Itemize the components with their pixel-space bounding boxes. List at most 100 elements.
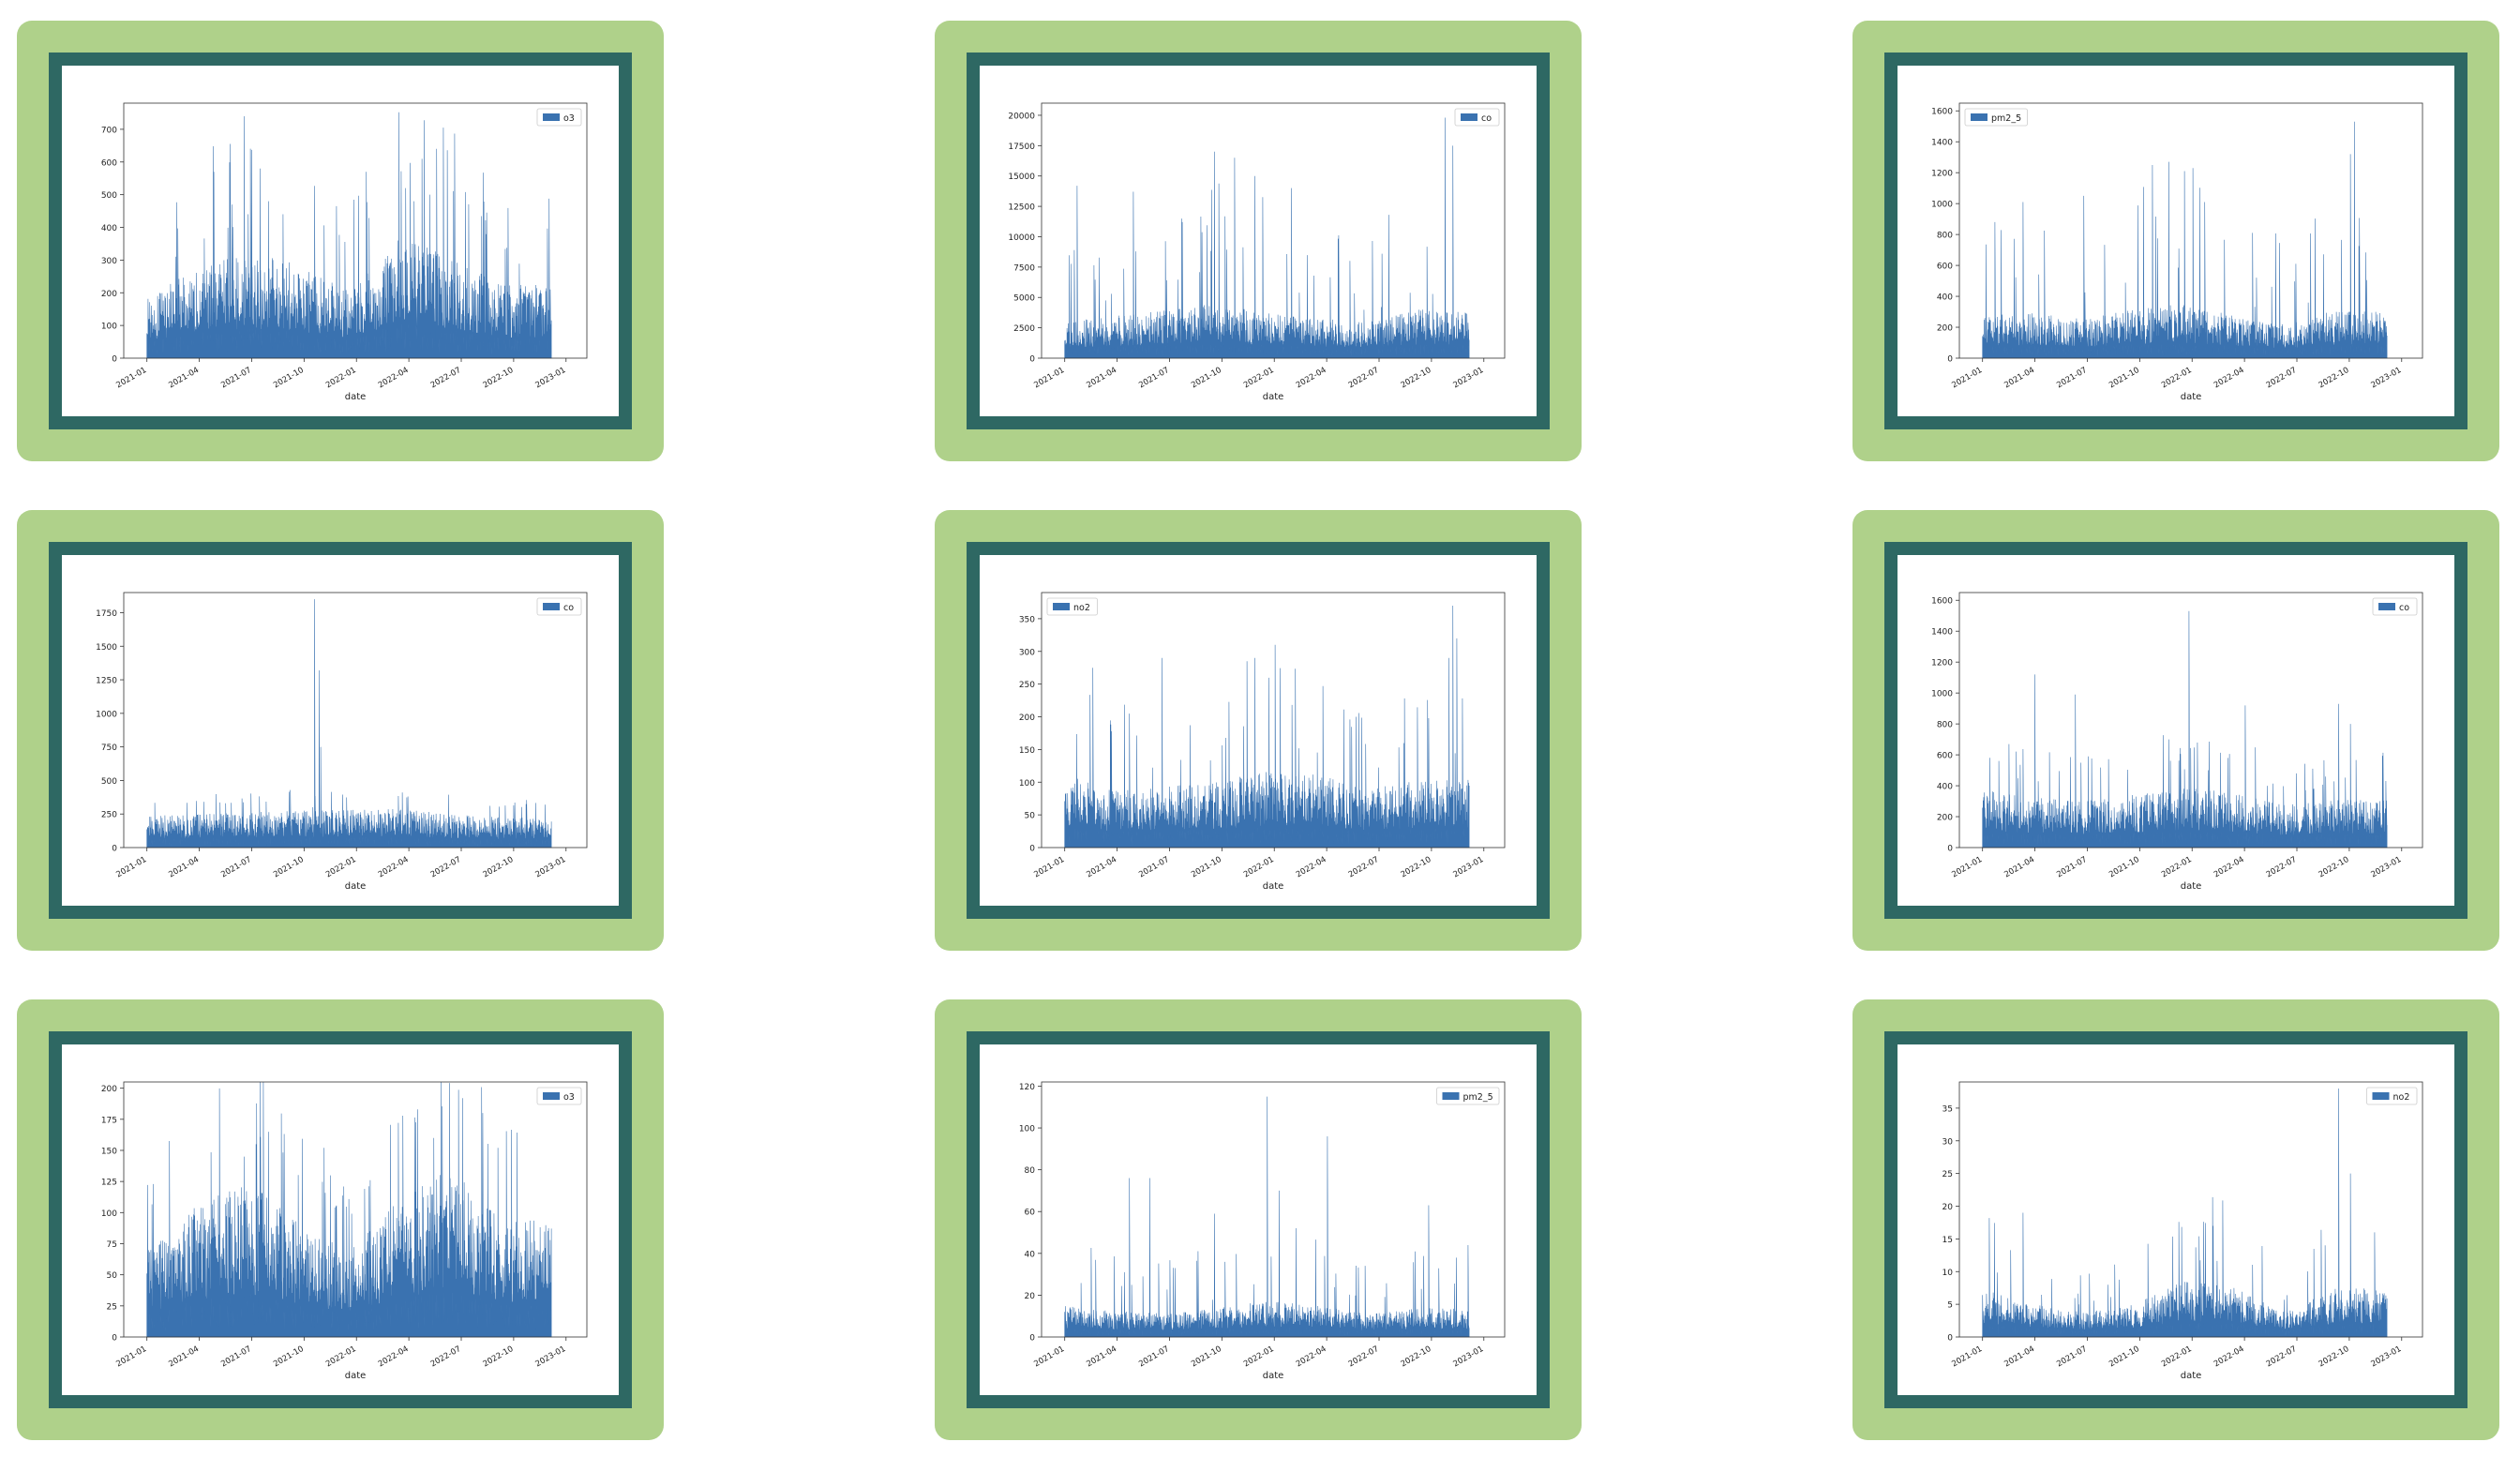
axes-frame	[1041, 1081, 1506, 1338]
y-tick-label: 0	[112, 845, 117, 854]
x-tick-label: 2023-01	[1452, 1344, 1486, 1369]
y-tick-label: 400	[1937, 293, 1953, 303]
x-tick-label: 2022-04	[2212, 366, 2246, 390]
y-tick-label: 1000	[96, 710, 117, 719]
legend-box	[2366, 1087, 2418, 1105]
y-tick-label: 1200	[1931, 170, 1953, 179]
y-tick-label: 17500	[1008, 143, 1035, 152]
y-tick-label: 0	[1029, 845, 1035, 854]
x-tick-label: 2022-10	[482, 1344, 516, 1369]
y-tick-label: 200	[101, 1085, 117, 1094]
y-tick-label: 350	[1019, 615, 1035, 624]
x-tick-label: 2022-10	[2318, 855, 2351, 879]
y-tick-label: 1000	[1931, 690, 1953, 699]
axes-frame	[123, 102, 588, 359]
y-tick-label: 60	[1025, 1209, 1036, 1218]
chart-card: 0 250 500 750 1000 1250 1500 1750 2021-01 2021-04…	[17, 510, 664, 951]
y-tick-label: 25	[1942, 1170, 1953, 1179]
x-tick-label: 2021-10	[272, 366, 306, 390]
y-tick-label: 2500	[1013, 324, 1035, 334]
x-tick-label: 2022-04	[377, 366, 411, 390]
x-tick-label: 2022-04	[377, 1344, 411, 1369]
series-area	[146, 112, 552, 359]
x-tick-label: 2022-10	[1400, 366, 1433, 390]
chart-plot-area: 0 5 10 15 20 25 30 35 2021-01 2021-04 2021-07 2021-…	[1898, 1044, 2454, 1395]
x-tick-label: 2022-10	[2318, 1344, 2351, 1369]
x-tick-label: 2021-07	[1137, 1344, 1171, 1369]
time-series-chart: 0 250 500 750 1000 1250 1500 1750 2021-01 2021-04…	[96, 592, 588, 892]
y-tick-label: 100	[101, 1209, 117, 1219]
chart-frame: 0 100 200 300 400 500 600 700 2021-01 2021-04 2021…	[49, 53, 632, 429]
x-tick-label: 2021-01	[1032, 366, 1066, 390]
x-axis-label: date	[2181, 881, 2202, 892]
axes-frame	[123, 1081, 588, 1338]
x-tick-label: 2022-10	[482, 366, 516, 390]
chart-frame: 0 20 40 60 80 100 120 2021-01 2021-04 2021-07 2021…	[967, 1031, 1550, 1408]
chart-frame: 0 25 50 75 100 125 150 175 200 2021-01 2021-04 2021…	[49, 1031, 632, 1408]
legend-swatch	[1053, 603, 1070, 610]
y-tick-label: 1000	[1931, 201, 1953, 210]
x-tick-label: 2022-01	[324, 855, 358, 879]
y-tick-label: 100	[1019, 1125, 1035, 1134]
chart-frame: 0 50 100 150 200 250 300 350 2021-01 2021-04 2021-…	[967, 542, 1550, 919]
legend-label: o3	[563, 1092, 575, 1103]
y-tick-label: 20000	[1008, 112, 1035, 121]
x-tick-label: 2021-01	[114, 366, 148, 390]
time-series-chart: 0 20 40 60 80 100 120 2021-01 2021-04 2021-07 2021…	[1019, 1081, 1506, 1381]
x-tick-label: 2023-01	[1452, 366, 1486, 390]
x-tick-label: 2022-04	[2212, 1344, 2246, 1369]
x-tick-label: 2021-04	[2002, 1344, 2036, 1369]
y-tick-label: 600	[1937, 752, 1953, 761]
axes-frame	[1041, 102, 1506, 359]
series-area	[1982, 610, 2388, 849]
time-series-chart: 0 100 200 300 400 500 600 700 2021-01 2021-04 2021…	[101, 102, 588, 402]
x-tick-label: 2021-07	[219, 1344, 253, 1369]
y-tick-label: 10000	[1008, 233, 1035, 243]
chart-card: 0 200 400 600 800 1000 1200 1400 1600 2021-01 2021…	[1852, 510, 2499, 951]
series-area	[146, 599, 552, 849]
x-tick-label: 2021-07	[2055, 366, 2089, 390]
chart-plot-area: 0 100 200 300 400 500 600 700 2021-01 2021-04 2021…	[62, 66, 619, 416]
y-tick-label: 20	[1942, 1203, 1954, 1212]
y-tick-label: 250	[1019, 681, 1035, 690]
legend-label: pm2_5	[1991, 113, 2021, 124]
x-tick-label: 2021-07	[1137, 855, 1171, 879]
y-tick-label: 15000	[1008, 173, 1035, 182]
legend-label: o3	[563, 113, 575, 124]
chart-card: 0 20 40 60 80 100 120 2021-01 2021-04 2021-07 2021…	[935, 999, 1582, 1440]
series-area	[1064, 117, 1470, 359]
y-tick-label: 175	[101, 1116, 117, 1125]
x-tick-label: 2021-07	[2055, 855, 2089, 879]
x-tick-label: 2022-10	[1400, 1344, 1433, 1369]
time-series-chart: 0 200 400 600 800 1000 1200 1400 1600 2021-01 2021…	[1931, 592, 2423, 892]
y-tick-label: 800	[1937, 721, 1953, 730]
x-tick-label: 2022-01	[2160, 1344, 2194, 1369]
chart-frame: 0 5 10 15 20 25 30 35 2021-01 2021-04 2021-07 2021-…	[1884, 1031, 2468, 1408]
x-tick-label: 2022-04	[1295, 855, 1328, 879]
legend-label: pm2_5	[1463, 1092, 1493, 1103]
chart-plot-area: 0 2500 5000 7500 10000 12500 15000 17500 20000 20…	[980, 66, 1537, 416]
x-axis-label: date	[2181, 392, 2202, 402]
chart-frame: 0 2500 5000 7500 10000 12500 15000 17500 20000 20…	[967, 53, 1550, 429]
y-tick-label: 0	[1947, 845, 1953, 854]
x-tick-label: 2021-01	[1032, 855, 1066, 879]
series-area	[146, 1081, 552, 1338]
x-tick-label: 2021-07	[1137, 366, 1171, 390]
x-tick-label: 2021-01	[1950, 1344, 1984, 1369]
chart-card: 0 200 400 600 800 1000 1200 1400 1600 2021-01 2021…	[1852, 21, 2499, 461]
x-tick-label: 2022-01	[1242, 855, 1276, 879]
legend-box	[1436, 1087, 1500, 1105]
y-tick-label: 800	[1937, 232, 1953, 241]
y-tick-label: 50	[107, 1271, 118, 1281]
legend-swatch	[543, 1092, 560, 1100]
legend-swatch	[2378, 603, 2395, 610]
y-tick-label: 150	[101, 1147, 117, 1156]
axes-frame	[1958, 1081, 2423, 1338]
x-tick-label: 2022-04	[1295, 1344, 1328, 1369]
x-tick-label: 2021-01	[1950, 366, 1984, 390]
chart-card: 0 100 200 300 400 500 600 700 2021-01 2021-04 2021…	[17, 21, 664, 461]
y-tick-label: 400	[101, 224, 117, 233]
time-series-chart: 0 200 400 600 800 1000 1200 1400 1600 2021-01 2021…	[1931, 102, 2423, 402]
legend-swatch	[1461, 113, 1478, 121]
series-area	[1064, 1096, 1470, 1338]
